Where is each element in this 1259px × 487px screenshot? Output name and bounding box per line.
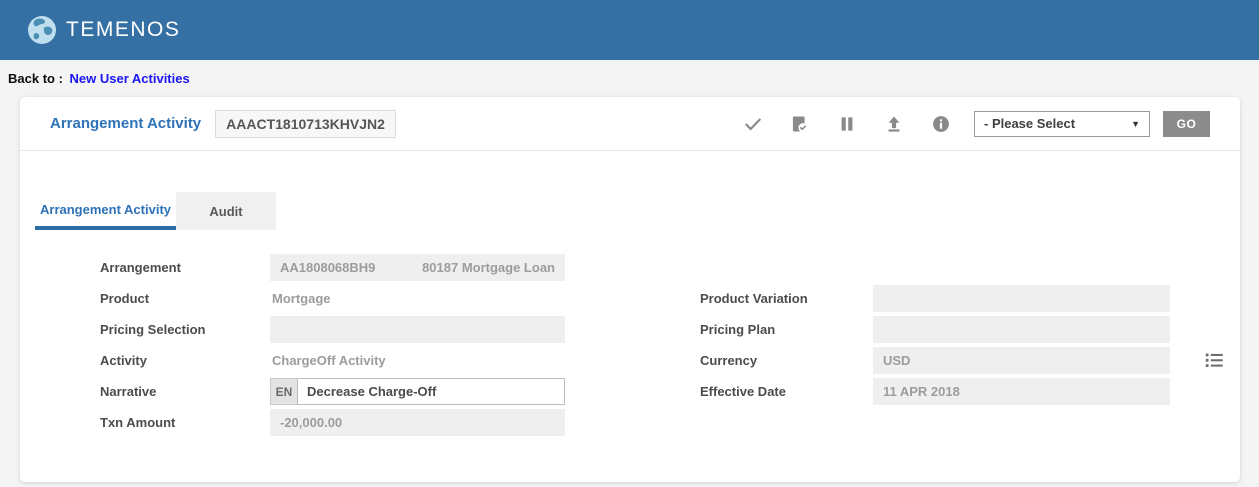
arrangement-id-value: AA1808068BH9 (280, 260, 376, 275)
tab-audit[interactable]: Audit (176, 192, 276, 230)
language-badge: EN (270, 378, 297, 405)
effective-date-value: 11 APR 2018 (883, 384, 960, 399)
product-variation-label: Product Variation (700, 291, 808, 306)
arrangement-row: Arrangement AA1808068BH9 80187 Mortgage … (100, 254, 565, 281)
txn-amount-field: -20,000.00 (270, 409, 565, 436)
txn-amount-value: -20,000.00 (280, 415, 343, 430)
upload-icon[interactable] (883, 113, 905, 135)
pricing-plan-row: Pricing Plan (700, 316, 1170, 343)
brand-logo-text: TEMENOS (66, 18, 181, 41)
product-variation-row: Product Variation (700, 285, 1170, 312)
activity-row: Activity ChargeOff Activity (100, 347, 565, 374)
temenos-globe-icon (28, 16, 56, 44)
pricing-plan-label: Pricing Plan (700, 322, 776, 337)
arrangement-label: Arrangement (100, 260, 181, 275)
action-select-value: - Please Select (984, 116, 1076, 131)
arrangement-field: AA1808068BH9 80187 Mortgage Loan (270, 254, 565, 281)
narrative-row: Narrative EN (100, 378, 565, 405)
bulleted-list-icon[interactable] (1203, 349, 1225, 371)
txn-amount-row: Txn Amount -20,000.00 (100, 409, 565, 436)
top-header-bar: TEMENOS (0, 0, 1259, 60)
go-button[interactable]: GO (1163, 110, 1210, 137)
tab-bar: Arrangement Activity Audit (35, 192, 1240, 230)
currency-row: Currency USD (700, 347, 1170, 374)
arrangement-desc-value: 80187 Mortgage Loan (422, 260, 555, 275)
back-link-new-user-activities[interactable]: New User Activities (69, 71, 190, 86)
commit-check-icon[interactable] (742, 113, 764, 135)
currency-label: Currency (700, 353, 758, 368)
back-to-label: Back to : (8, 71, 63, 86)
txn-amount-label: Txn Amount (100, 415, 176, 430)
narrative-input[interactable] (297, 378, 565, 405)
form-column-left: Arrangement AA1808068BH9 80187 Mortgage … (100, 254, 565, 440)
action-select-dropdown[interactable]: - Please Select ▼ (974, 110, 1150, 137)
breadcrumb: Back to : New User Activities (0, 60, 1259, 97)
form-column-right: Product Variation Pricing Plan Currency … (700, 254, 1170, 409)
tab-arrangement-activity[interactable]: Arrangement Activity (35, 192, 176, 230)
pricing-selection-label: Pricing Selection (100, 322, 206, 337)
chevron-down-icon: ▼ (1131, 118, 1140, 129)
activity-label: Activity (100, 353, 147, 368)
product-label: Product (100, 291, 150, 306)
pricing-selection-field (270, 316, 565, 343)
product-variation-field (873, 285, 1170, 312)
narrative-label: Narrative (100, 384, 157, 399)
validate-document-icon[interactable] (789, 113, 811, 135)
activity-value: ChargeOff Activity (272, 353, 386, 368)
hold-pause-icon[interactable] (836, 113, 858, 135)
toolbar: - Please Select ▼ GO (717, 110, 1210, 137)
pricing-plan-field (873, 316, 1170, 343)
effective-date-field: 11 APR 2018 (873, 378, 1170, 405)
product-row: Product Mortgage (100, 285, 565, 312)
record-id-badge: AAACT1810713KHVJN2 (215, 109, 396, 138)
info-icon[interactable] (930, 113, 952, 135)
product-value: Mortgage (272, 291, 331, 306)
currency-field: USD (873, 347, 1170, 374)
narrative-input-group: EN (270, 378, 565, 405)
effective-date-row: Effective Date 11 APR 2018 (700, 378, 1170, 405)
title-toolbar-row: Arrangement Activity AAACT1810713KHVJN2 (20, 97, 1240, 151)
currency-value: USD (883, 353, 911, 368)
arrangement-activity-panel: Arrangement Activity AAACT1810713KHVJN2 (20, 97, 1240, 482)
pricing-selection-row: Pricing Selection (100, 316, 565, 343)
effective-date-label: Effective Date (700, 384, 786, 399)
page-title: Arrangement Activity (50, 115, 202, 132)
